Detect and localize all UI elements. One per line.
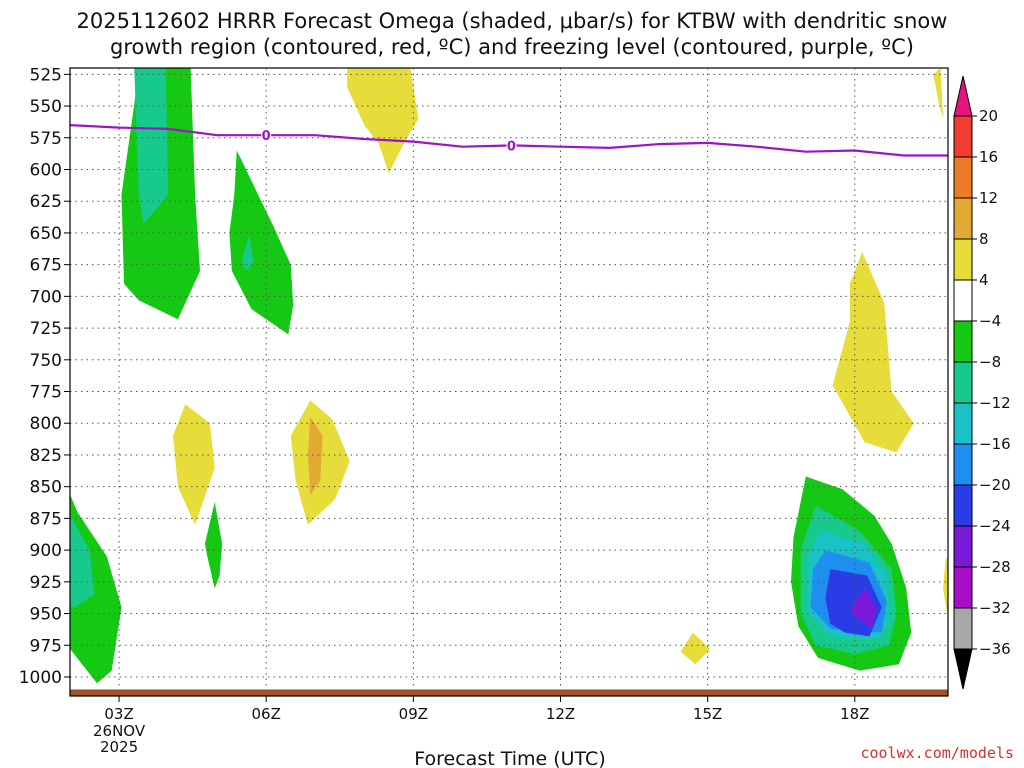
colorbar-label--28: −28 xyxy=(979,558,1011,576)
y-tick-label-775: 775 xyxy=(30,383,62,403)
x-tick-label-18Z: 18Z xyxy=(840,705,869,723)
y-tick-label-800: 800 xyxy=(30,414,62,434)
colorbar-bin--8 to -4 xyxy=(953,320,973,363)
y-tick-label-600: 600 xyxy=(30,160,62,180)
omega-region-small-green-sliver xyxy=(204,501,223,589)
colorbar-label-20: 20 xyxy=(979,107,998,125)
y-tick-label-925: 925 xyxy=(30,573,62,593)
colorbar-label-16: 16 xyxy=(979,148,998,166)
grid-lines xyxy=(70,68,948,696)
y-axis-pressure: 525 550 575 600 625 650 675 700 725 750 775 800 825 8… xyxy=(19,65,70,688)
omega-region-small-yellow-spot xyxy=(680,632,711,665)
y-tick-label-875: 875 xyxy=(30,509,62,529)
colorbar-label--12: −12 xyxy=(979,394,1011,412)
site-credit: coolwx.com/models xyxy=(860,744,1014,762)
colorbar-label--24: −24 xyxy=(979,517,1011,535)
y-tick-label-625: 625 xyxy=(30,192,62,212)
y-tick-label-700: 700 xyxy=(30,287,62,307)
y-tick-label-525: 525 xyxy=(30,65,62,85)
colorbar-label--36: −36 xyxy=(979,640,1011,658)
title-line-2: growth region (contoured, red, ºC) and f… xyxy=(110,35,914,59)
omega-region-right-yellow-column xyxy=(832,252,914,453)
ground-strip xyxy=(70,689,948,696)
x-tick-label-03Z: 03Z xyxy=(104,705,133,723)
colorbar-bin-4 to 8 xyxy=(953,238,973,281)
y-tick-label-675: 675 xyxy=(30,256,62,276)
omega-region-top-yellow-blob xyxy=(347,68,419,174)
freezing-level-label-bg xyxy=(261,128,272,143)
colorbar-bin--12 to -8 xyxy=(953,361,973,404)
y-tick-label-850: 850 xyxy=(30,478,62,498)
colorbar-bin-8 to 12 xyxy=(953,197,973,240)
title-line-1: 2025112602 HRRR Forecast Omega (shaded, … xyxy=(76,9,948,33)
colorbar-bin-12 to 16 xyxy=(953,156,973,199)
colorbar-label-4: 4 xyxy=(979,271,989,289)
plot-frame xyxy=(69,67,949,697)
omega-region-lower-left-teal xyxy=(70,514,95,608)
y-tick-label-1000: 1000 xyxy=(19,668,62,688)
y-tick-label-725: 725 xyxy=(30,319,62,339)
freezing-level-contour: 00 xyxy=(69,124,948,157)
omega-region-mid-teal-spot xyxy=(241,235,254,271)
y-tick-label-975: 975 xyxy=(30,636,62,656)
omega-region-top-right-yellow-sliver xyxy=(933,68,944,119)
colorbar: 20 16 12 8 4 −4 −8 −12 −16 −20 −24 −28 −32 −36 xyxy=(953,75,1011,690)
freezing-level-label-bg xyxy=(506,138,517,153)
y-tick-label-825: 825 xyxy=(30,446,62,466)
omega-region-mid-green-wedge xyxy=(229,150,294,335)
x-tick-label-09Z: 09Z xyxy=(399,705,428,723)
colorbar-bin-16 to 20 xyxy=(953,115,973,158)
freezing-level-label: 0 xyxy=(262,129,271,144)
colorbar-bin--36 to -32 xyxy=(953,607,973,650)
colorbar-label--20: −20 xyxy=(979,476,1011,494)
colorbar-top-triangle xyxy=(953,75,973,117)
omega-region-upper-teal-column xyxy=(134,68,169,224)
y-tick-label-950: 950 xyxy=(30,605,62,625)
ground-strip-fill xyxy=(70,689,948,696)
y-tick-label-650: 650 xyxy=(30,224,62,244)
colorbar-bin--28 to -24 xyxy=(953,525,973,568)
colorbar-bin--4 to 4 xyxy=(953,279,973,322)
x-tick-label-06Z: 06Z xyxy=(252,705,281,723)
x-date-label-0: 26NOV xyxy=(93,722,146,740)
y-tick-label-575: 575 xyxy=(30,129,62,149)
omega-region-right-edge-yellow-sliver xyxy=(943,556,948,620)
colorbar-bin--20 to -16 xyxy=(953,443,973,486)
colorbar-bin--24 to -20 xyxy=(953,484,973,527)
x-tick-label-12Z: 12Z xyxy=(546,705,575,723)
x-tick-label-15Z: 15Z xyxy=(693,705,722,723)
colorbar-label--32: −32 xyxy=(979,599,1011,617)
colorbar-bin--32 to -28 xyxy=(953,566,973,609)
y-tick-label-550: 550 xyxy=(30,97,62,117)
freezing-level-label: 0 xyxy=(507,139,516,154)
y-tick-label-900: 900 xyxy=(30,541,62,561)
colorbar-bottom-triangle xyxy=(953,648,973,690)
colorbar-label-8: 8 xyxy=(979,230,989,248)
colorbar-label--8: −8 xyxy=(979,353,1001,371)
omega-region-mid-orange-core xyxy=(307,416,323,496)
x-date-label-1: 2025 xyxy=(100,738,138,756)
colorbar-bin--16 to -12 xyxy=(953,402,973,445)
omega-region-mid-left-yellow xyxy=(173,404,215,525)
omega-region-lower-right-purple xyxy=(849,588,877,629)
colorbar-label--16: −16 xyxy=(979,435,1011,453)
x-axis-title: Forecast Time (UTC) xyxy=(414,748,605,768)
colorbar-label--4: −4 xyxy=(979,312,1001,330)
chart-title: 2025112602 HRRR Forecast Omega (shaded, … xyxy=(0,8,1024,60)
omega-region-lower-left-green xyxy=(70,494,122,684)
omega-shaded-regions xyxy=(70,68,948,684)
colorbar-label-12: 12 xyxy=(979,189,998,207)
y-tick-label-750: 750 xyxy=(30,351,62,371)
